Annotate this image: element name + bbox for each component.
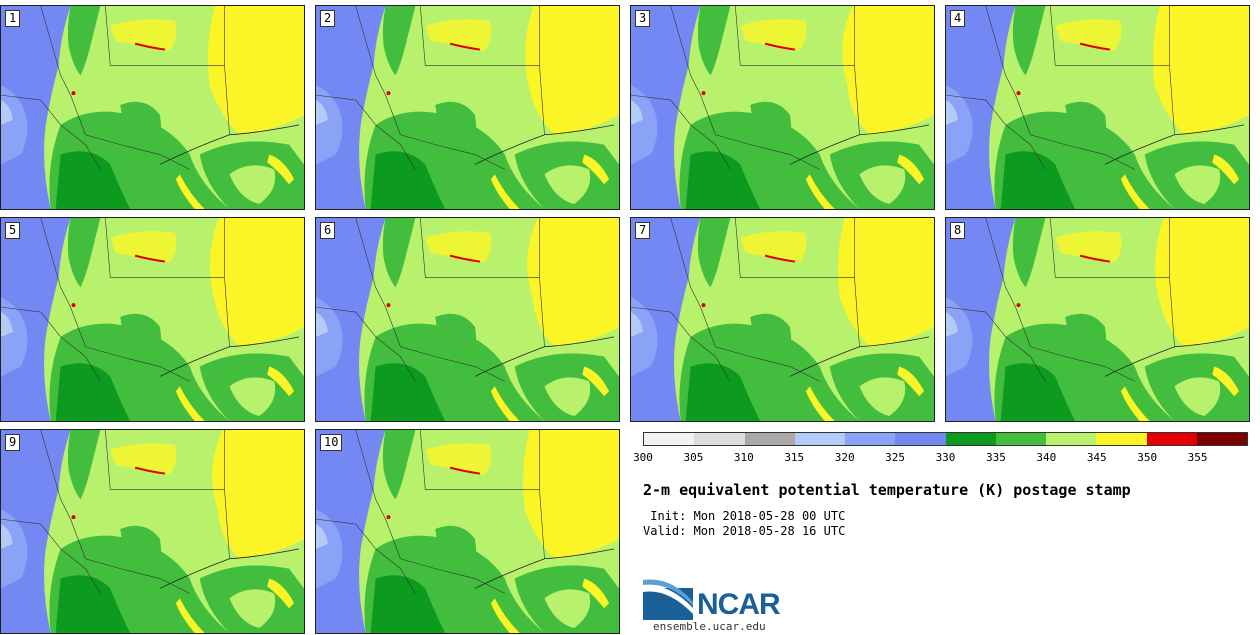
colorbar-bin-7: [995, 433, 1046, 445]
panel-number: 5: [5, 222, 21, 239]
panel-number: 4: [950, 10, 966, 27]
colorbar-bin-11: [1196, 433, 1247, 445]
colorbar-tick-label: 325: [885, 451, 906, 464]
panel-number: 9: [5, 434, 21, 451]
colorbar-tick-label: 355: [1187, 451, 1208, 464]
colorbar-bin-2: [744, 433, 795, 445]
colorbar-bin-0: [644, 433, 695, 445]
field-map: [316, 6, 619, 209]
colorbar-tick-label: 335: [985, 451, 1006, 464]
map-panel-3: 3: [630, 5, 935, 210]
map-panel-1: 1: [0, 5, 305, 210]
colorbar-bin-5: [895, 433, 946, 445]
init-time: Init: Mon 2018-05-28 00 UTC: [643, 509, 846, 523]
field-map: [631, 6, 934, 209]
panel-number: 7: [635, 222, 651, 239]
field-map: [1, 218, 304, 421]
colorbar-tick-label: 310: [733, 451, 754, 464]
map-panel-7: 7: [630, 217, 935, 422]
colorbar-bin-10: [1146, 433, 1197, 445]
map-panel-9: 9: [0, 429, 305, 634]
colorbar-bin-3: [794, 433, 845, 445]
colorbar-tick-label: 300: [633, 451, 653, 464]
panel-number: 10: [320, 434, 343, 451]
map-panel-4: 4: [945, 5, 1250, 210]
field-map: [1, 6, 304, 209]
colorbar-tick-label: 315: [784, 451, 805, 464]
ncar-logo-icon: [643, 579, 693, 620]
panel-number: 6: [320, 222, 336, 239]
map-panel-6: 6: [315, 217, 620, 422]
field-map: [316, 218, 619, 421]
colorbar-bin-9: [1096, 433, 1147, 445]
map-panel-10: 10: [315, 429, 620, 634]
panel-number: 2: [320, 10, 336, 27]
colorbar-bin-4: [845, 433, 896, 445]
logo-url: ensemble.ucar.edu: [653, 620, 766, 633]
logo-text: NCAR: [697, 588, 781, 621]
valid-time: Valid: Mon 2018-05-28 16 UTC: [643, 524, 846, 538]
colorbar-tick-label: 330: [935, 451, 956, 464]
colorbar: [643, 432, 1248, 446]
colorbar-bin-1: [694, 433, 745, 445]
field-map: [946, 218, 1249, 421]
field-map: [1, 430, 304, 633]
figure-title: 2-m equivalent potential temperature (K)…: [643, 481, 1131, 499]
colorbar-tick-label: 305: [683, 451, 704, 464]
map-panel-8: 8: [945, 217, 1250, 422]
colorbar-tick-label: 350: [1137, 451, 1158, 464]
map-panel-2: 2: [315, 5, 620, 210]
panel-number: 3: [635, 10, 651, 27]
colorbar-tick-label: 320: [834, 451, 855, 464]
field-map: [631, 218, 934, 421]
map-panel-5: 5: [0, 217, 305, 422]
panel-number: 8: [950, 222, 966, 239]
colorbar-bin-8: [1046, 433, 1097, 445]
colorbar-bin-6: [945, 433, 996, 445]
panel-number: 1: [5, 10, 21, 27]
field-map: [316, 430, 619, 633]
colorbar-tick-label: 340: [1036, 451, 1057, 464]
field-map: [946, 6, 1249, 209]
colorbar-tick-label: 345: [1086, 451, 1107, 464]
